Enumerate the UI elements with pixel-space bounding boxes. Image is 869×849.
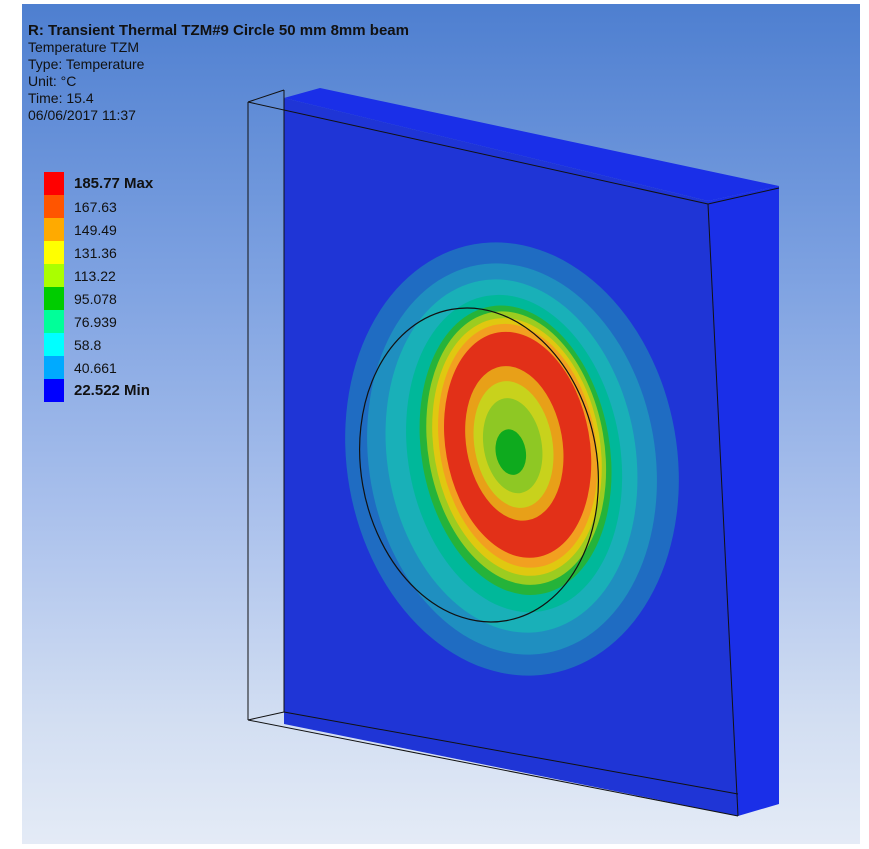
result-timestamp: 06/06/2017 11:37 (28, 107, 136, 123)
legend-swatch (44, 172, 64, 195)
legend-swatch (44, 287, 64, 310)
legend-swatch (44, 264, 64, 287)
result-title: R: Transient Thermal TZM#9 Circle 50 mm … (28, 22, 409, 39)
legend-tick-label: 95.078 (74, 291, 117, 307)
legend-swatch (44, 356, 64, 379)
plate-body[interactable] (247, 88, 780, 817)
result-unit: Unit: °C (28, 73, 77, 89)
result-type: Type: Temperature (28, 56, 145, 72)
legend-min-label: 22.522 Min (74, 382, 150, 399)
result-time: Time: 15.4 (28, 90, 94, 106)
result-object: Temperature TZM (28, 39, 139, 55)
legend-tick-label: 149.49 (74, 222, 117, 238)
legend-swatch (44, 379, 64, 402)
legend-tick-label: 40.661 (74, 360, 117, 376)
graphics-viewport[interactable]: R: Transient Thermal TZM#9 Circle 50 mm … (22, 4, 860, 844)
legend-tick-label: 58.8 (74, 337, 102, 353)
contour-band-core (495, 429, 527, 475)
result-info-block: R: Transient Thermal TZM#9 Circle 50 mm … (28, 22, 409, 124)
legend-tick-label: 76.939 (74, 314, 117, 330)
plate-side-face (708, 186, 779, 816)
legend-tick-label: 113.22 (74, 268, 116, 284)
legend-swatch (44, 310, 64, 333)
legend-swatch (44, 218, 64, 241)
temperature-contours (345, 242, 679, 676)
legend-swatch (44, 241, 64, 264)
legend-swatch (44, 333, 64, 356)
bounding-box-wireframe (247, 89, 780, 817)
plate-top-face (284, 88, 779, 201)
legend-tick-label: 131.36 (74, 245, 117, 261)
beam-circle-outline (358, 307, 600, 623)
model-view[interactable] (22, 4, 860, 844)
legend-swatch (44, 195, 64, 218)
legend-max-label: 185.77 Max (74, 175, 154, 192)
legend-tick-label: 167.63 (74, 199, 117, 215)
